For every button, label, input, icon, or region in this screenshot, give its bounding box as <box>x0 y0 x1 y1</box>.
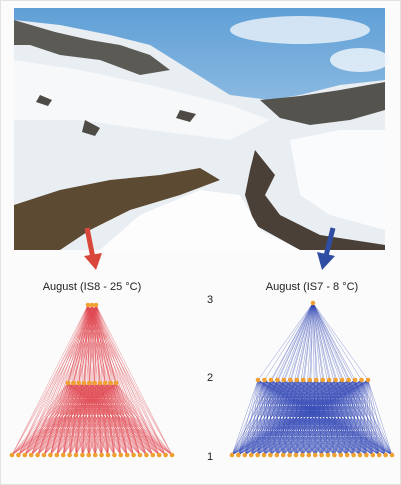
node <box>86 303 91 308</box>
level-label: 1 <box>207 451 213 463</box>
node <box>61 453 66 458</box>
node <box>35 453 40 458</box>
node <box>144 453 149 458</box>
node <box>282 378 287 383</box>
node <box>295 378 300 383</box>
node <box>301 378 306 383</box>
level-label: 2 <box>207 372 213 384</box>
node <box>67 453 72 458</box>
node <box>163 453 168 458</box>
node <box>99 453 104 458</box>
node <box>359 378 364 383</box>
node <box>114 381 119 386</box>
node <box>87 453 92 458</box>
node <box>151 453 156 458</box>
node <box>80 453 85 458</box>
node <box>98 381 103 386</box>
node <box>29 453 34 458</box>
node <box>23 453 28 458</box>
node <box>275 378 280 383</box>
node <box>314 378 319 383</box>
photo <box>14 8 390 250</box>
node <box>94 303 99 308</box>
node <box>71 381 76 386</box>
node <box>82 381 87 386</box>
node <box>294 453 299 458</box>
node <box>74 453 79 458</box>
node <box>125 453 130 458</box>
node <box>313 453 318 458</box>
node <box>311 301 316 306</box>
node <box>300 453 305 458</box>
node <box>353 378 358 383</box>
node <box>346 378 351 383</box>
node <box>42 453 47 458</box>
node <box>138 453 143 458</box>
node <box>390 453 395 458</box>
node <box>90 303 95 308</box>
node <box>106 453 111 458</box>
node <box>76 381 81 386</box>
node <box>256 378 261 383</box>
node <box>364 453 369 458</box>
node <box>255 453 260 458</box>
node <box>243 453 248 458</box>
node <box>108 381 113 386</box>
node <box>307 378 312 383</box>
node <box>371 453 376 458</box>
node <box>66 381 71 386</box>
node <box>249 453 254 458</box>
node <box>275 453 280 458</box>
node <box>262 453 267 458</box>
node <box>112 453 117 458</box>
node <box>326 453 331 458</box>
panel-label: August (IS7 - 8 °C) <box>266 281 358 293</box>
node <box>269 378 274 383</box>
node <box>340 378 345 383</box>
node <box>157 453 162 458</box>
node <box>119 453 124 458</box>
node <box>55 453 60 458</box>
node <box>262 378 267 383</box>
node <box>287 453 292 458</box>
node <box>333 378 338 383</box>
node <box>332 453 337 458</box>
node <box>366 378 371 383</box>
node <box>131 453 136 458</box>
level-label: 3 <box>207 294 213 306</box>
node <box>319 453 324 458</box>
node <box>16 453 21 458</box>
node <box>103 381 108 386</box>
node <box>358 453 363 458</box>
node <box>307 453 312 458</box>
node <box>87 381 92 386</box>
node <box>281 453 286 458</box>
node <box>170 453 175 458</box>
node <box>339 453 344 458</box>
node <box>288 378 293 383</box>
node <box>230 453 235 458</box>
node <box>48 453 53 458</box>
figure: August (IS8 - 25 °C) August (IS7 - 8 °C)… <box>0 0 401 485</box>
node <box>327 378 332 383</box>
node <box>345 453 350 458</box>
node <box>92 381 97 386</box>
node <box>268 453 273 458</box>
node <box>377 453 382 458</box>
node <box>236 453 241 458</box>
node <box>320 378 325 383</box>
node <box>10 453 15 458</box>
node <box>351 453 356 458</box>
node <box>93 453 98 458</box>
panel-label: August (IS8 - 25 °C) <box>43 281 142 293</box>
node <box>383 453 388 458</box>
